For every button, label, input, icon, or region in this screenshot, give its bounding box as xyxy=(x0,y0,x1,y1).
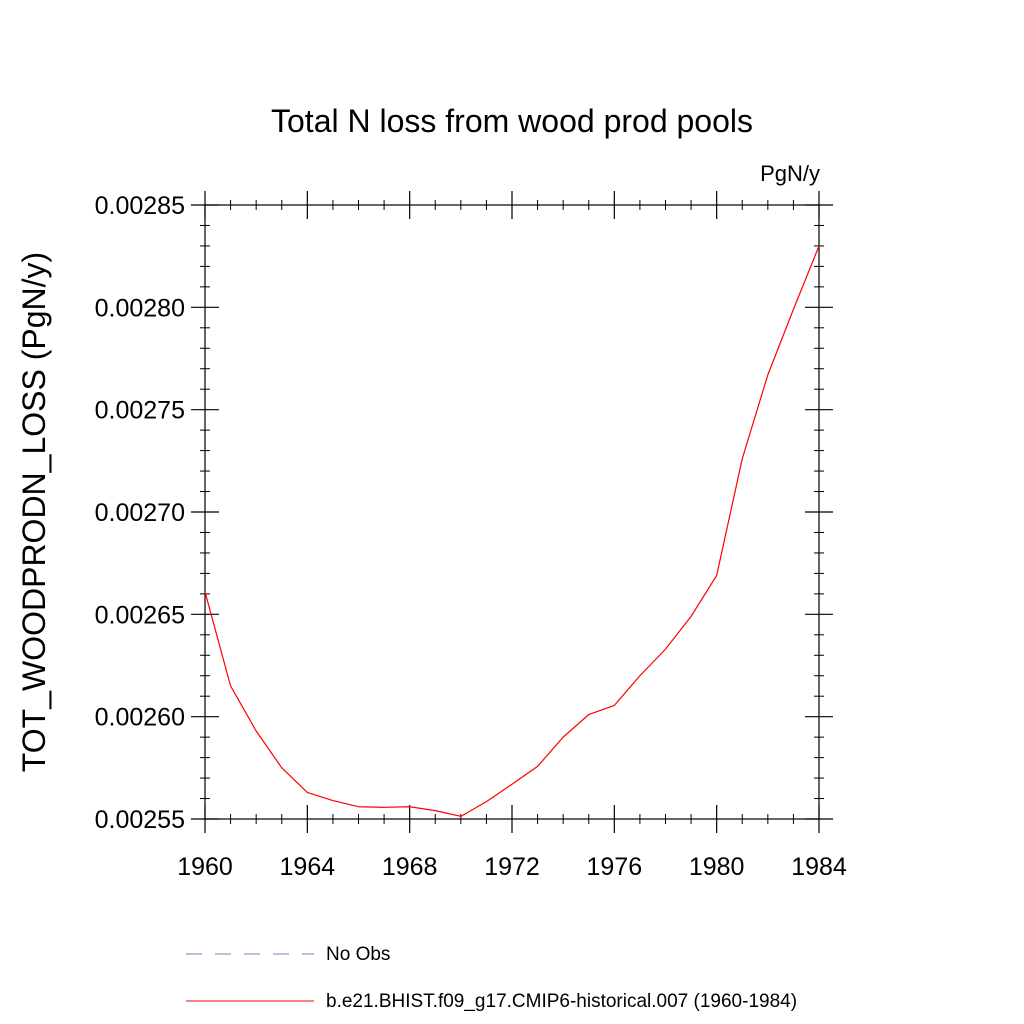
x-tick-label: 1960 xyxy=(177,853,233,881)
units-label: PgN/y xyxy=(760,161,820,186)
y-tick-label: 0.00265 xyxy=(95,601,185,629)
y-tick-label: 0.00270 xyxy=(95,499,185,527)
x-tick-label: 1964 xyxy=(280,853,336,881)
x-tick-label: 1984 xyxy=(791,853,847,881)
x-minor-ticks xyxy=(230,200,794,824)
y-axis-label: TOT_WOODPRODN_LOSS (PgN/y) xyxy=(16,252,52,772)
plot-frame xyxy=(204,204,820,820)
legend: No Obs b.e21.BHIST.f09_g17.CMIP6-histori… xyxy=(186,944,797,1012)
x-axis-ticks: 1960 1964 1968 1972 1976 1980 1984 xyxy=(177,191,847,881)
y-tick-label: 0.00280 xyxy=(95,294,185,322)
y-axis-ticks: 0.00255 0.00260 0.00265 0.00270 0.00275 0.002… xyxy=(95,192,833,834)
y-tick-label: 0.00275 xyxy=(95,397,185,425)
x-tick-label: 1976 xyxy=(587,853,643,881)
chart-title: Total N loss from wood prod pools xyxy=(271,103,753,139)
y-tick-label: 0.00255 xyxy=(95,806,185,834)
legend-label-historical: b.e21.BHIST.f09_g17.CMIP6-historical.007… xyxy=(326,991,797,1012)
x-tick-label: 1980 xyxy=(689,853,745,881)
y-minor-ticks xyxy=(200,224,824,800)
series-layer xyxy=(204,245,820,817)
y-tick-label: 0.00260 xyxy=(95,704,185,732)
x-tick-label: 1968 xyxy=(382,853,438,881)
y-tick-label: 0.00285 xyxy=(95,192,185,220)
legend-label-no-obs: No Obs xyxy=(326,944,390,965)
x-tick-label: 1972 xyxy=(484,853,540,881)
series-line xyxy=(204,245,820,817)
